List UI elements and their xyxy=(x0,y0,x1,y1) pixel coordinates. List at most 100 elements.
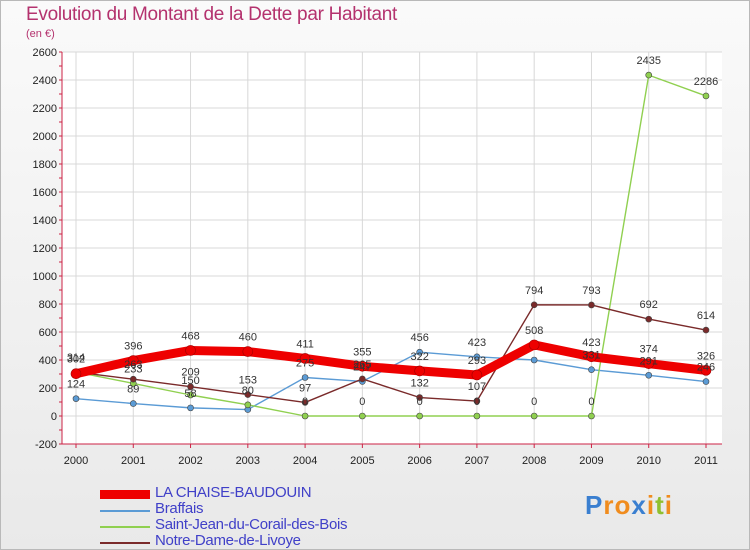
data-label: 265 xyxy=(353,359,371,371)
logo-letter: P xyxy=(585,490,604,520)
y-tick-label: 800 xyxy=(39,299,57,311)
proxiti-logo: Proxiti xyxy=(585,490,673,521)
data-point-0 xyxy=(700,365,712,376)
legend-label: Saint-Jean-du-Corail-des-Bois xyxy=(155,516,348,533)
data-label: 2286 xyxy=(694,76,718,88)
chart-subtitle: (en €) xyxy=(26,28,55,40)
data-label: 107 xyxy=(468,381,486,393)
x-tick-label: 2002 xyxy=(178,455,202,467)
data-point-0 xyxy=(471,369,483,381)
data-label: 124 xyxy=(67,379,85,391)
y-tick-label: 200 xyxy=(39,383,57,395)
data-point-1 xyxy=(530,356,538,364)
data-label: 293 xyxy=(468,355,486,367)
data-label: 0 xyxy=(531,396,537,408)
data-point-1 xyxy=(473,353,481,361)
data-label: 468 xyxy=(181,330,199,342)
data-label: 355 xyxy=(353,346,371,358)
legend-label: LA CHAISE-BAUDOUIN xyxy=(155,484,312,501)
data-label: 460 xyxy=(239,332,257,344)
y-tick-label: 1800 xyxy=(33,159,57,171)
data-point-3 xyxy=(645,315,653,323)
x-tick-label: 2005 xyxy=(350,455,374,467)
y-tick-label: 400 xyxy=(39,355,57,367)
data-point-3 xyxy=(473,397,481,405)
y-tick-label: 600 xyxy=(39,327,57,339)
data-point-2 xyxy=(359,412,366,420)
data-point-3 xyxy=(129,375,137,383)
data-label: 322 xyxy=(410,351,428,363)
data-label: 80 xyxy=(242,385,254,397)
y-tick-label: 0 xyxy=(51,411,57,423)
data-label: 794 xyxy=(525,285,543,297)
legend-swatch xyxy=(100,490,150,499)
legend-swatch xyxy=(100,510,150,512)
data-point-1 xyxy=(645,371,653,379)
data-point-1 xyxy=(187,404,194,412)
data-point-1 xyxy=(129,400,137,407)
data-label: 97 xyxy=(299,382,311,394)
data-label: 411 xyxy=(296,338,314,350)
data-point-0 xyxy=(414,365,425,377)
chart-title: Evolution du Montant de la Dette par Hab… xyxy=(26,4,397,25)
data-point-0 xyxy=(70,368,82,380)
data-label: 314 xyxy=(67,352,85,364)
logo-letter: o xyxy=(614,490,632,520)
x-tick-label: 2001 xyxy=(121,455,145,467)
data-point-2 xyxy=(244,401,252,409)
legend-swatch xyxy=(100,526,150,528)
data-point-0 xyxy=(242,346,254,357)
data-label: 614 xyxy=(697,310,715,322)
data-label: 0 xyxy=(417,396,423,408)
data-point-0 xyxy=(643,358,655,369)
data-label: 150 xyxy=(181,375,199,387)
data-point-3 xyxy=(416,394,423,401)
data-label: 132 xyxy=(410,378,428,390)
x-tick-label: 2009 xyxy=(579,455,603,467)
data-point-3 xyxy=(588,301,595,309)
data-point-2 xyxy=(702,92,710,100)
logo-letter: i xyxy=(646,490,656,520)
data-label: 275 xyxy=(296,358,314,370)
logo-letter: x xyxy=(631,490,647,520)
data-point-2 xyxy=(416,412,423,420)
x-tick-label: 2011 xyxy=(694,455,718,467)
data-label: 396 xyxy=(124,341,142,353)
data-label: 0 xyxy=(588,396,594,408)
data-label: 263 xyxy=(124,359,142,371)
data-point-2 xyxy=(645,71,653,79)
logo-letter: t xyxy=(655,490,665,520)
data-label: 374 xyxy=(640,344,658,356)
data-point-2 xyxy=(530,412,538,420)
y-tick-label: 1600 xyxy=(33,187,57,199)
data-label: 233 xyxy=(124,363,142,375)
data-label: 331 xyxy=(582,350,600,362)
y-tick-label: 2200 xyxy=(33,103,57,115)
x-tick-label: 2006 xyxy=(407,455,431,467)
y-tick-label: 2400 xyxy=(33,75,57,87)
data-point-1 xyxy=(588,366,595,373)
data-label: 58 xyxy=(184,388,196,400)
data-label: 423 xyxy=(582,337,600,349)
data-point-0 xyxy=(357,360,368,372)
y-tick-label: 2600 xyxy=(33,47,57,59)
legend-label: Notre-Dame-de-Livoye xyxy=(155,532,301,549)
x-tick-label: 2003 xyxy=(236,455,260,467)
data-point-2 xyxy=(301,412,309,420)
data-point-0 xyxy=(127,355,139,366)
data-label: 456 xyxy=(410,332,428,344)
y-tick-label: 1400 xyxy=(33,215,57,227)
logo-letter: r xyxy=(603,490,615,520)
data-point-1 xyxy=(702,378,710,385)
y-tick-label: -200 xyxy=(35,439,57,451)
data-label: 89 xyxy=(127,384,139,396)
data-point-3 xyxy=(301,399,309,406)
data-point-3 xyxy=(187,383,194,391)
y-tick-label: 1200 xyxy=(33,243,57,255)
y-tick-label: 2000 xyxy=(33,131,57,143)
data-point-0 xyxy=(586,351,597,363)
data-label: 209 xyxy=(181,367,199,379)
data-point-0 xyxy=(528,339,540,351)
data-label: 153 xyxy=(239,375,257,387)
